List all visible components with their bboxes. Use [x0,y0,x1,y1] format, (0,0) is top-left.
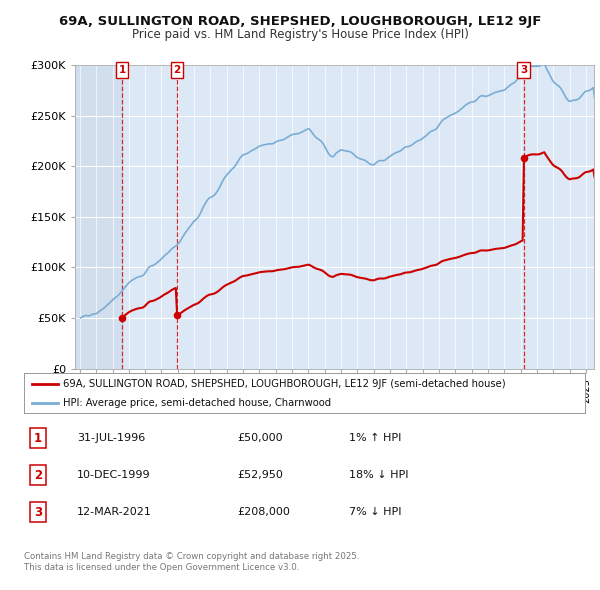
Text: 2: 2 [34,469,42,482]
Text: 69A, SULLINGTON ROAD, SHEPSHED, LOUGHBOROUGH, LE12 9JF: 69A, SULLINGTON ROAD, SHEPSHED, LOUGHBOR… [59,15,541,28]
Point [117,313,127,323]
Text: 69A, SULLINGTON ROAD, SHEPSHED, LOUGHBOROUGH, LE12 9JF (semi-detached house): 69A, SULLINGTON ROAD, SHEPSHED, LOUGHBOR… [63,379,506,389]
Text: £50,000: £50,000 [237,434,283,443]
Text: 2: 2 [173,65,181,75]
Text: 1% ↑ HPI: 1% ↑ HPI [349,434,402,443]
Text: 10-DEC-1999: 10-DEC-1999 [77,470,151,480]
Text: 1: 1 [118,65,125,75]
Text: This data is licensed under the Open Government Licence v3.0.: This data is licensed under the Open Gov… [24,563,299,572]
Bar [177,65,524,369]
Text: £208,000: £208,000 [237,507,290,517]
Text: 18% ↓ HPI: 18% ↓ HPI [349,470,409,480]
Point [172,310,182,320]
Text: 1: 1 [34,432,42,445]
Text: HPI: Average price, semi-detached house, Charnwood: HPI: Average price, semi-detached house,… [63,398,331,408]
Text: Price paid vs. HM Land Registry's House Price Index (HPI): Price paid vs. HM Land Registry's House … [131,28,469,41]
Point [519,153,529,163]
Text: 7% ↓ HPI: 7% ↓ HPI [349,507,402,517]
Text: £52,950: £52,950 [237,470,283,480]
Text: 12-MAR-2021: 12-MAR-2021 [77,507,152,517]
Text: 3: 3 [34,506,42,519]
Bar [72,65,122,369]
Text: 31-JUL-1996: 31-JUL-1996 [77,434,146,443]
Text: Contains HM Land Registry data © Crown copyright and database right 2025.: Contains HM Land Registry data © Crown c… [24,552,359,560]
Text: 3: 3 [520,65,527,75]
